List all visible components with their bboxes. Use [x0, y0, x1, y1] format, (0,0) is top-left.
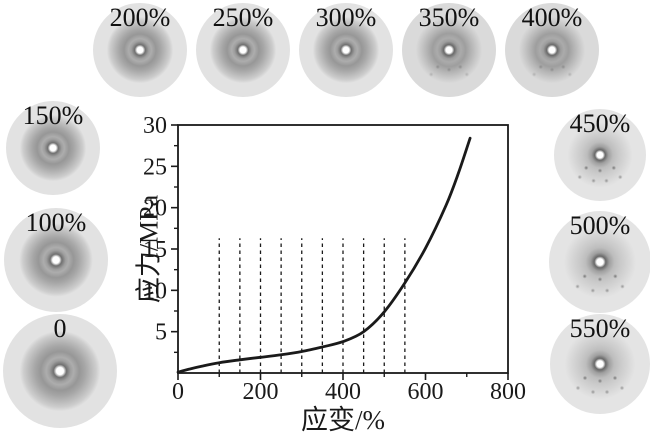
pattern-label-550: 550%: [569, 314, 631, 343]
x-axis-title: 应变/%: [301, 405, 385, 433]
pattern-label-0: 0: [53, 314, 67, 343]
pattern-label-500: 500%: [569, 211, 631, 240]
diffraction-pattern-200: 200%: [93, 3, 187, 97]
diffraction-pattern-400: 400%: [505, 3, 599, 97]
pattern-label-200: 200%: [109, 3, 171, 32]
y-tick-label-15: 15: [143, 237, 167, 263]
pattern-label-400: 400%: [521, 3, 583, 32]
x-tick-label-800: 800: [490, 379, 526, 405]
diffraction-pattern-250: 250%: [196, 3, 290, 97]
diffraction-pattern-500: 500%: [549, 211, 650, 313]
y-tick-label-10: 10: [143, 278, 167, 304]
y-tick-label-5: 5: [155, 320, 167, 346]
x-tick-label-400: 400: [325, 379, 361, 405]
diffraction-pattern-350: 350%: [402, 3, 496, 97]
pattern-label-150: 150%: [22, 101, 84, 130]
y-tick-label-25: 25: [143, 154, 167, 180]
y-tick-label-20: 20: [143, 196, 167, 222]
stress-strain-curve: [176, 136, 472, 374]
pattern-label-100: 100%: [25, 208, 87, 237]
y-axis-title: 应力/MPa: [134, 194, 164, 304]
diffraction-pattern-100: 100%: [4, 208, 108, 312]
x-tick-label-0: 0: [172, 379, 184, 405]
diffraction-pattern-550: 550%: [550, 314, 650, 414]
y-tick-label-30: 30: [143, 113, 167, 139]
diffraction-pattern-450: 450%: [554, 109, 646, 201]
pattern-label-300: 300%: [315, 3, 377, 32]
diffraction-pattern-300: 300%: [299, 3, 393, 97]
x-tick-label-600: 600: [408, 379, 444, 405]
pattern-label-450: 450%: [569, 109, 631, 138]
x-tick-label-200: 200: [243, 379, 279, 405]
pattern-label-250: 250%: [212, 3, 274, 32]
diffraction-pattern-150: 150%: [6, 101, 100, 195]
diffraction-pattern-0: 0: [3, 314, 117, 428]
pattern-label-350: 350%: [418, 3, 480, 32]
